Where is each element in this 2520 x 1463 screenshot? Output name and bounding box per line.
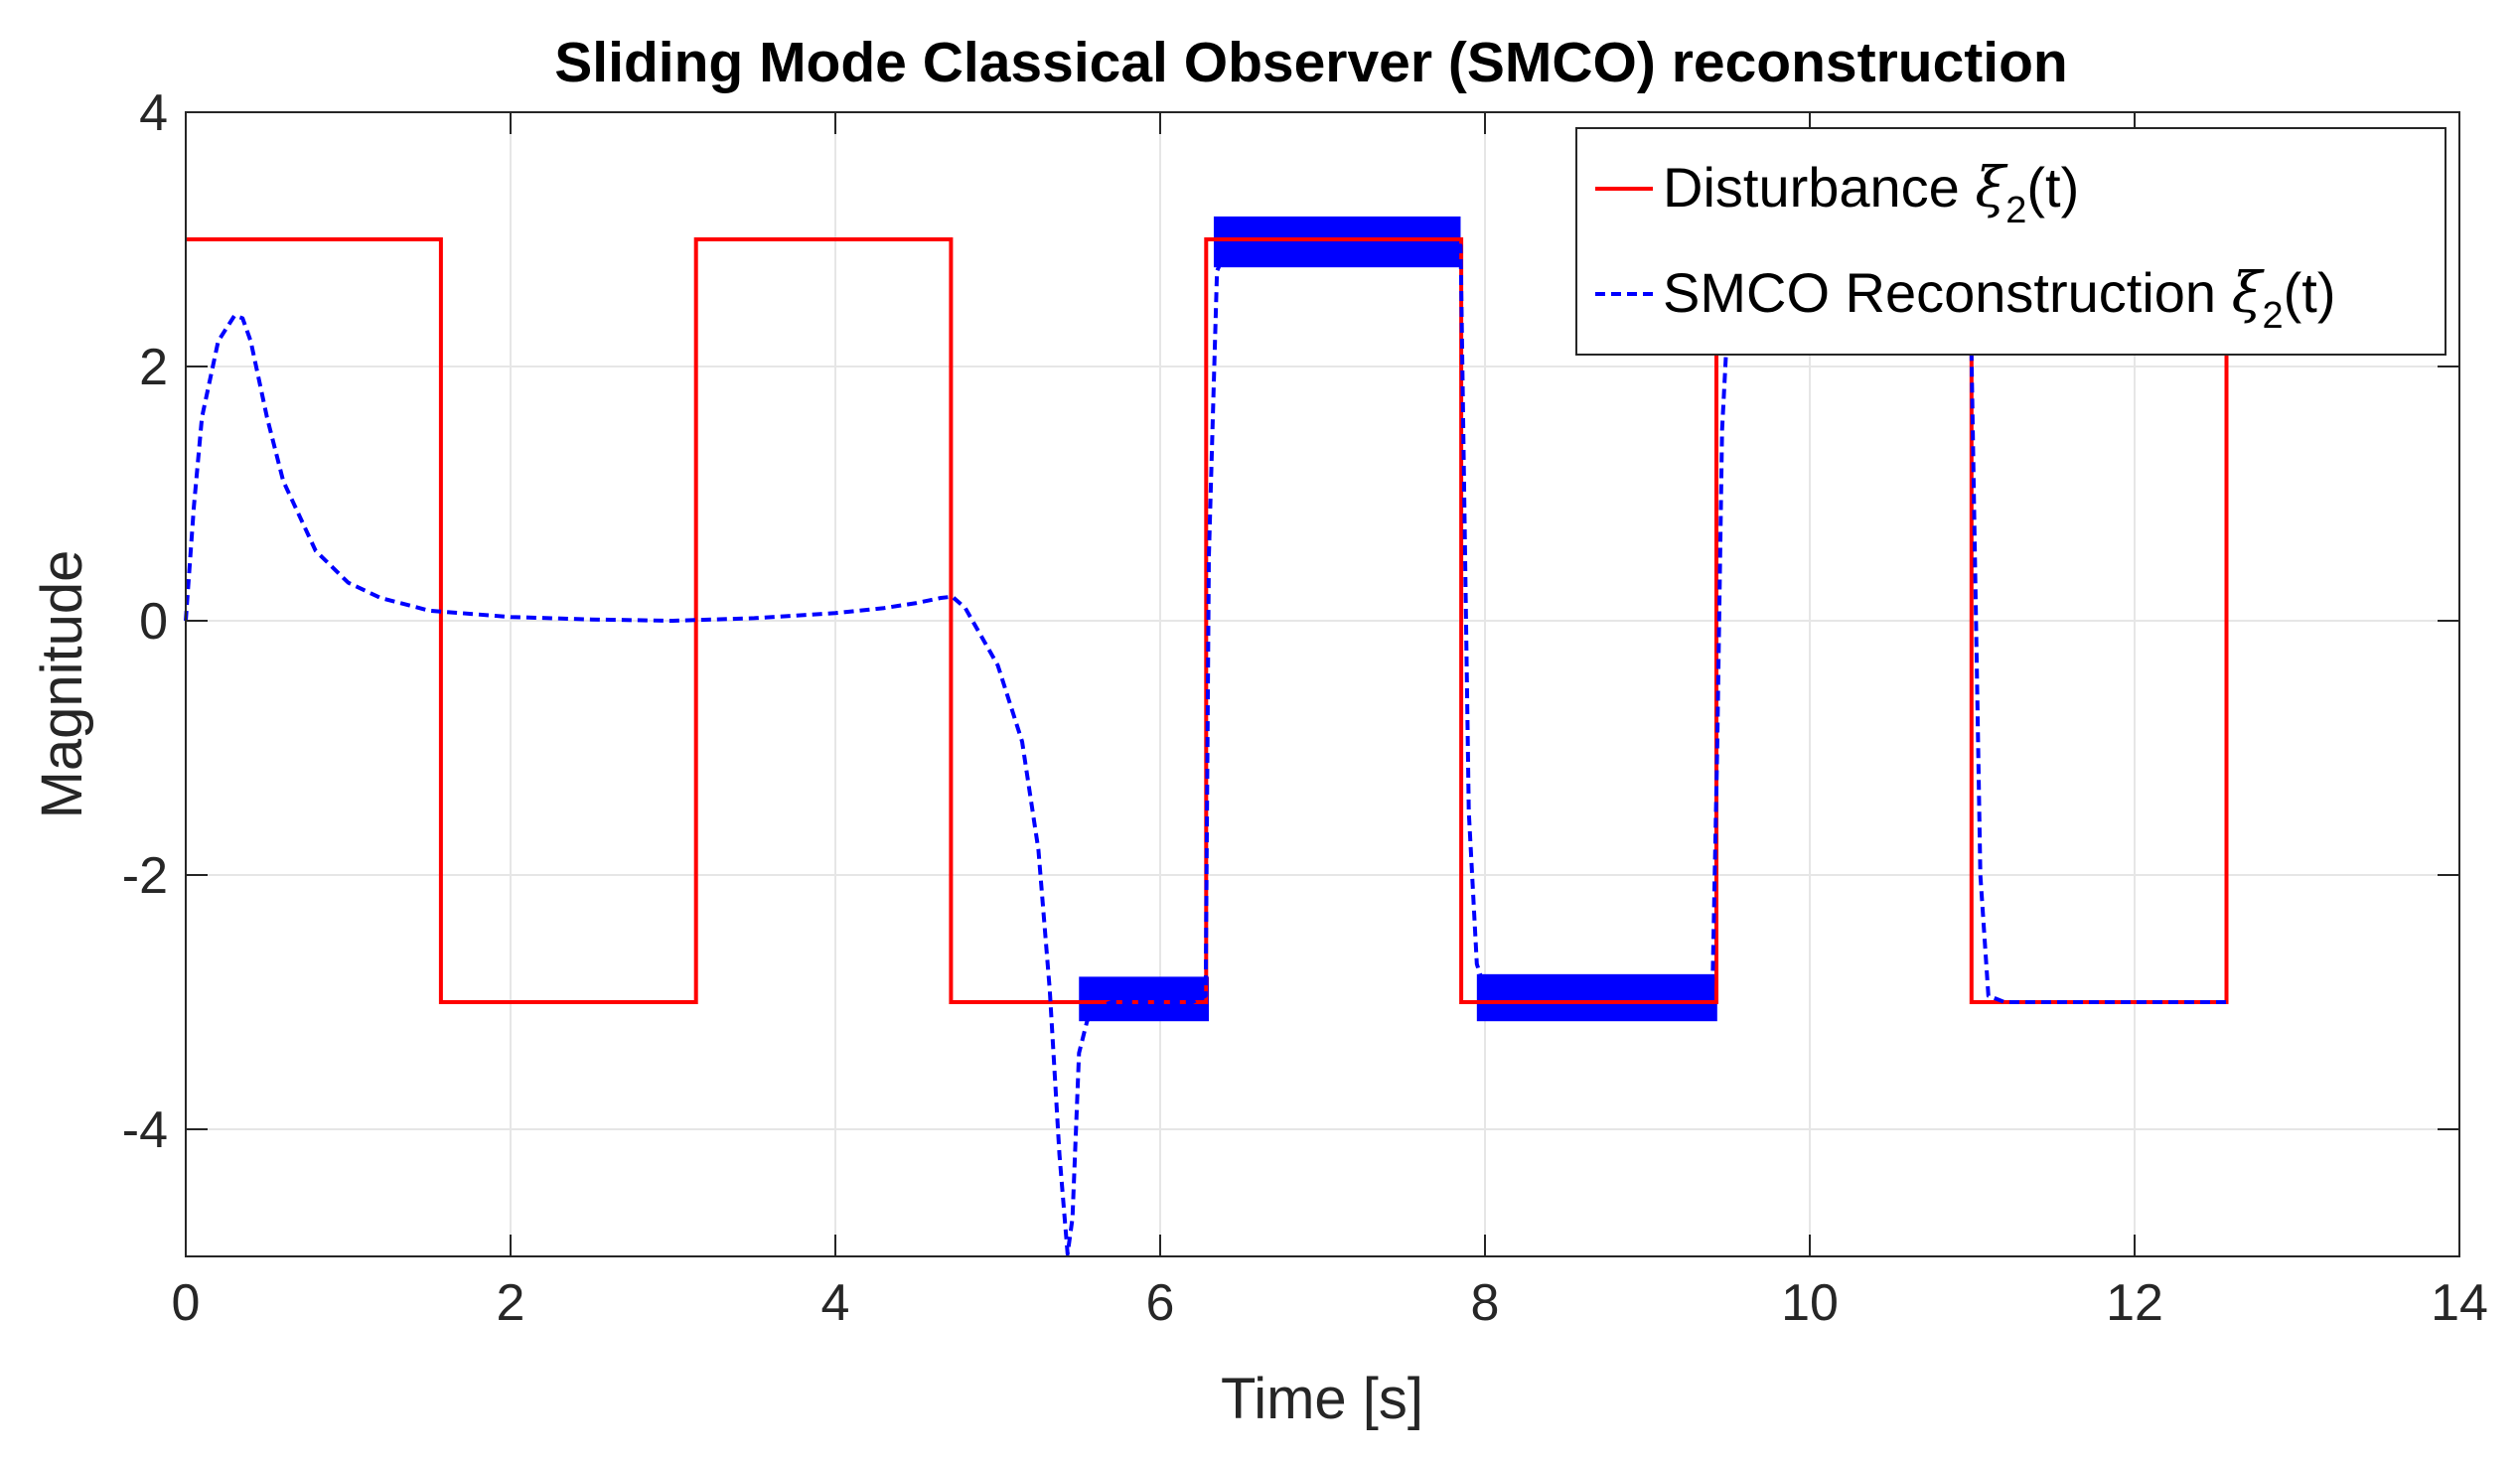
legend-label-disturbance-text: Disturbance — [1663, 156, 1975, 219]
legend-label-subscript: 2 — [2262, 295, 2283, 337]
y-tick-label: 4 — [139, 84, 168, 142]
x-tick-label: 6 — [1146, 1274, 1175, 1332]
x-tick-label: 4 — [821, 1274, 850, 1332]
y-tick-label: -4 — [122, 1101, 168, 1159]
chatter-band — [1079, 976, 1210, 1022]
x-tick-label: 0 — [172, 1274, 201, 1332]
y-tick-label: 2 — [139, 339, 168, 396]
series-line-smco — [184, 237, 2227, 1256]
legend-box — [1575, 127, 2446, 356]
series-line-disturbance — [186, 237, 2229, 1004]
legend-label-smco-text: SMCO Reconstruction — [1663, 261, 2232, 324]
plot-frame — [185, 111, 2460, 1257]
xi-symbol: ξ — [1975, 156, 2008, 220]
legend-label-disturbance: Disturbance ξ2(t) — [1663, 156, 2079, 231]
legend-label-suffix: (t) — [2026, 156, 2079, 219]
xi-symbol: ξ — [2232, 261, 2266, 326]
legend-label-smco: SMCO Reconstruction ξ2(t) — [1663, 261, 2335, 337]
legend-label-suffix: (t) — [2284, 261, 2336, 324]
x-tick-label: 12 — [2106, 1274, 2163, 1332]
y-tick-label: -2 — [122, 847, 168, 905]
x-tick-label: 14 — [2431, 1274, 2488, 1332]
x-axis-label: Time [s] — [1221, 1367, 1423, 1431]
y-axis-label: Magnitude — [30, 550, 94, 819]
legend: Disturbance ξ2(t) SMCO Reconstruction ξ2… — [1575, 127, 2446, 356]
y-tick-label: 0 — [139, 593, 168, 651]
chart-title: Sliding Mode Classical Observer (SMCO) r… — [554, 31, 2068, 94]
x-tick-label: 2 — [497, 1274, 525, 1332]
x-tick-label: 8 — [1471, 1274, 1500, 1332]
x-tick-label: 10 — [1781, 1274, 1839, 1332]
axis-ticks: 0 2 4 6 8 10 12 14 -4 -2 0 2 4 — [122, 84, 2488, 1332]
chatter-band — [1213, 216, 1461, 268]
legend-label-subscript: 2 — [2005, 190, 2026, 231]
series-layer — [184, 216, 2229, 1256]
